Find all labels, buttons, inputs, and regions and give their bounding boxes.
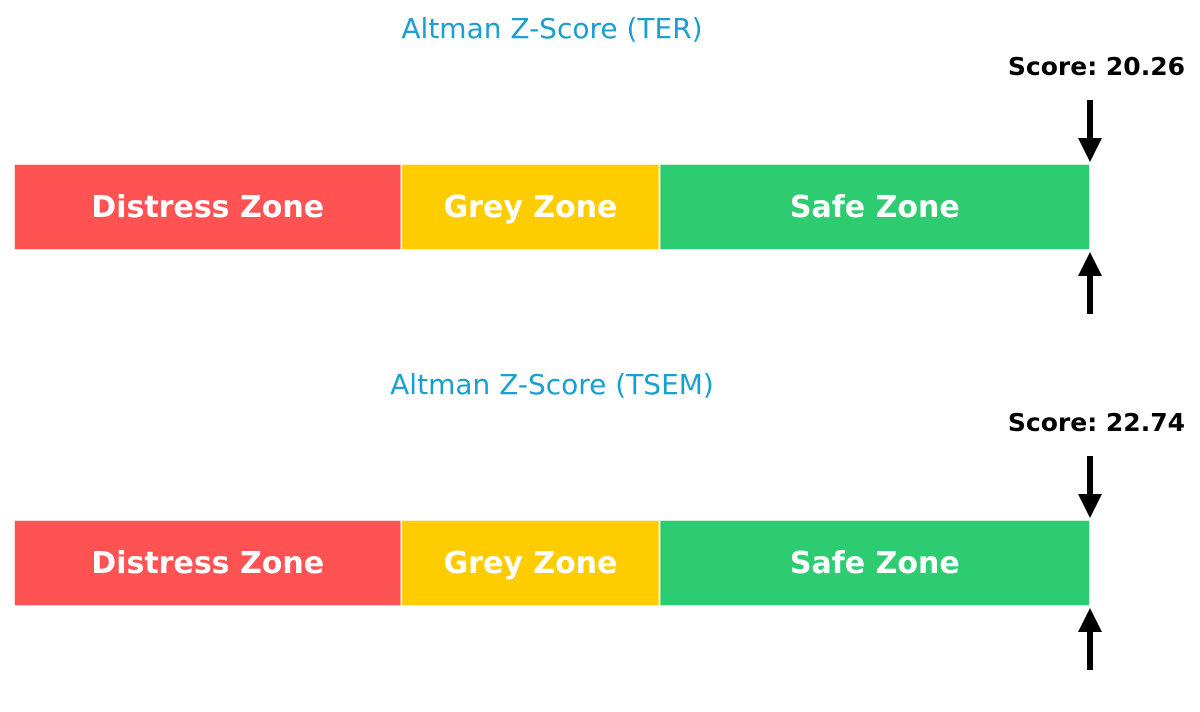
up-arrow-shaft: [1087, 630, 1093, 670]
down-arrow-icon: [1078, 138, 1102, 162]
zone-label: Grey Zone: [444, 546, 618, 581]
up-arrow-shaft: [1087, 274, 1093, 314]
down-arrow-icon: [1078, 494, 1102, 518]
chart-title: Altman Z-Score (TER): [401, 12, 702, 45]
zone-label: Safe Zone: [790, 546, 960, 581]
chart-title: Altman Z-Score (TSEM): [390, 368, 714, 401]
down-arrow-shaft: [1087, 456, 1093, 496]
down-arrow-shaft: [1087, 100, 1093, 140]
score-label: Score: 22.74: [1008, 408, 1185, 437]
gauge-panel-0: Altman Z-Score (TER) Distress Zone Grey Zo…: [13, 12, 1185, 314]
zone-label: Grey Zone: [444, 190, 618, 225]
zone-bar-grey-zone: [400, 519, 661, 607]
zone-bar-distress-zone: [13, 519, 403, 607]
gauge-panel-1: Altman Z-Score (TSEM) Distress Zone Grey Z…: [13, 368, 1185, 670]
zone-label: Distress Zone: [91, 190, 324, 225]
zone-bar-grey-zone: [400, 163, 661, 251]
up-arrow-icon: [1078, 252, 1102, 276]
zone-label: Distress Zone: [91, 546, 324, 581]
zone-bar-safe-zone: [658, 519, 1091, 607]
zone-bar-safe-zone: [658, 163, 1091, 251]
zone-bar-distress-zone: [13, 163, 403, 251]
zone-label: Safe Zone: [790, 190, 960, 225]
up-arrow-icon: [1078, 608, 1102, 632]
score-label: Score: 20.26: [1008, 52, 1185, 81]
